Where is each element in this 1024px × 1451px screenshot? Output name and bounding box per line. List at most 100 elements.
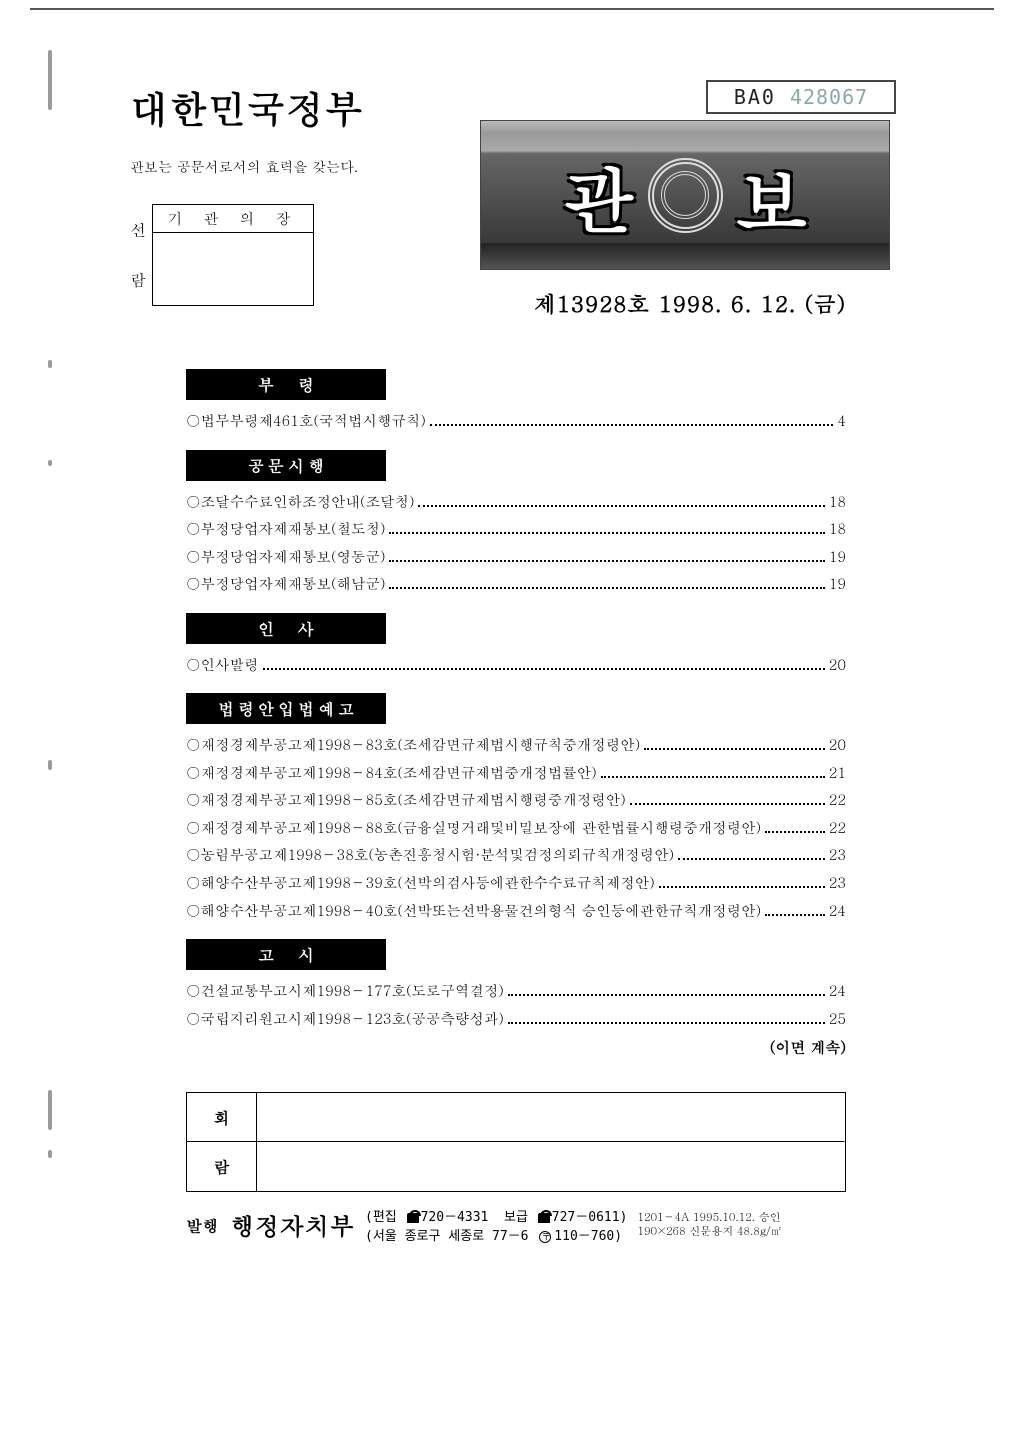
toc-page: 19 (829, 571, 846, 599)
toc-text: ○부정당업자제재통보(철도청) (186, 516, 385, 544)
section-tab: 고시 (186, 939, 386, 970)
toc-line: ○재정경제부공고제1998－83호(조세감면규제법시행규칙중개정령안)20 (186, 732, 846, 760)
toc-line: ○농림부공고제1998－38호(농촌진흥청시험·분석및검정의뢰규칙개정령안) 23 (186, 842, 846, 870)
circulation-row-2 (257, 1142, 845, 1191)
toc-leader-dots (508, 985, 825, 997)
toc-line: ○재정경제부공고제1998－84호(조세감면규제법중개정법률안) 21 (186, 760, 846, 788)
toc-leader-dots (389, 523, 824, 535)
toc-text: ○농림부공고제1998－38호(농촌진흥청시험·분석및검정의뢰규칙개정령안) (186, 842, 674, 870)
approval-box: 선 람 기 관 의 장 (130, 204, 430, 306)
toc-page: 24 (829, 978, 846, 1006)
approval-box-top-char: 선 (130, 218, 146, 241)
postal-code: 110－760 (554, 1229, 614, 1244)
banner-char-left: 관 (562, 143, 636, 248)
dist-label: 보급 (504, 1210, 528, 1225)
masthead: 대한민국정부 관보는 공문서로서의 효력을 갖는다. 선 람 기 관 의 장 B… (130, 80, 900, 319)
toc-leader-dots (659, 876, 825, 888)
approval-box-blank (153, 233, 313, 305)
masthead-left: 대한민국정부 관보는 공문서로서의 효력을 갖는다. 선 람 기 관 의 장 (130, 80, 430, 306)
toc-line: ○부정당업자제재통보(해남군) 19 (186, 571, 846, 599)
toc-line: ○건설교통부고시제1998－177호(도로구역결정)24 (186, 978, 846, 1006)
toc-line: ○해양수산부공고제1998－40호(선박또는선박용물건의형식 승인등에관한규칙개… (186, 898, 846, 926)
binder-artifacts (40, 40, 70, 1410)
toc-page: 4 (837, 408, 846, 436)
toc-text: ○부정당업자제재통보(영동군) (186, 544, 385, 572)
toc-text: ○재정경제부공고제1998－85호(조세감면규제법시행령중개정령안) (186, 787, 626, 815)
toc-leader-dots (601, 766, 825, 778)
toc-page: 22 (829, 787, 846, 815)
toc-page: 19 (829, 544, 846, 572)
toc-line: ○법무부령제461호(국적법시행규칙) 4 (186, 408, 846, 436)
approval-box-bottom-char: 람 (130, 268, 146, 291)
banner-char-right: 보 (735, 143, 809, 248)
publisher-label: 발행 (186, 1214, 218, 1237)
toc-page: 18 (829, 489, 846, 517)
toc-leader-dots (508, 1012, 825, 1024)
toc-text: ○재정경제부공고제1998－88호(금융실명거래및비밀보장에 관한법률시행령중개… (186, 815, 761, 843)
toc-text: ○법무부령제461호(국적법시행규칙) (186, 408, 426, 436)
toc-line: ○재정경제부공고제1998－88호(금융실명거래및비밀보장에 관한법률시행령중개… (186, 815, 846, 843)
banner-seal-icon (648, 158, 723, 233)
section-tab: 법령안입법예고 (186, 693, 386, 724)
toc-leader-dots (644, 739, 824, 751)
circulation-row-1 (257, 1093, 845, 1142)
approval-box-header: 기 관 의 장 (153, 205, 313, 233)
archive-stamp-number: 428067 (790, 85, 868, 109)
phone-icon (538, 1213, 550, 1223)
toc-page: 22 (829, 815, 846, 843)
toc-line: ○조달수수료인하조정안내(조달청) 18 (186, 489, 846, 517)
issue-number-date: 제13928호 1998. 6. 12. (금) (480, 288, 900, 319)
edit-label: 편집 (373, 1210, 397, 1225)
toc-page: 18 (829, 516, 846, 544)
gazette-subtitle: 관보는 공문서로서의 효력을 갖는다. (130, 156, 430, 176)
toc-line: ○부정당업자제재통보(영동군) 19 (186, 544, 846, 572)
masthead-right: BA0 428067 관 보 제13928호 1998. 6. 12. (금) (480, 80, 900, 319)
toc-line: ○재정경제부공고제1998－85호(조세감면규제법시행령중개정령안) 22 (186, 787, 846, 815)
publisher-address: 서울 종로구 세종로 77－6 (373, 1229, 529, 1244)
toc-page: 20 (829, 652, 846, 680)
circulation-label-1: 회 (187, 1093, 257, 1142)
toc-leader-dots (263, 658, 825, 670)
section-tab: 인사 (186, 613, 386, 644)
toc-leader-dots (418, 495, 824, 507)
postal-icon (539, 1231, 551, 1243)
dist-tel: 727－0611 (552, 1210, 620, 1225)
toc-text: ○해양수산부공고제1998－39호(선박의검사등에관한수수료규칙제정안) (186, 870, 655, 898)
section-tab: 부령 (186, 369, 386, 400)
toc-text: ○조달수수료인하조정안내(조달청) (186, 489, 414, 517)
imprint-footer: 발행 행정자치부 (편집 720－4331 보급 727－0611) (서울 종… (186, 1206, 846, 1244)
toc-leader-dots (430, 414, 834, 426)
toc-leader-dots (630, 794, 825, 806)
continued-note: (이면 계속) (186, 1037, 846, 1058)
toc-page: 23 (829, 842, 846, 870)
toc-line: ○해양수산부공고제1998－39호(선박의검사등에관한수수료규칙제정안) 23 (186, 870, 846, 898)
contact-block: (편집 720－4331 보급 727－0611) (서울 종로구 세종로 77… (365, 1206, 627, 1244)
print-meta: 1201－4A 1995.10.12. 승인 190×268 신문용지 48.8… (637, 1211, 781, 1240)
publisher-name: 행정자치부 (230, 1208, 355, 1242)
gazette-title: 대한민국정부 (130, 80, 430, 134)
scan-artifact-line (30, 8, 994, 10)
edit-tel: 720－4331 (421, 1210, 489, 1225)
toc-text: ○재정경제부공고제1998－84호(조세감면규제법중개정법률안) (186, 760, 597, 788)
toc-page: 23 (829, 870, 846, 898)
toc-page: 21 (829, 760, 846, 788)
circulation-label-2: 람 (187, 1142, 257, 1191)
toc-line: ○부정당업자제재통보(철도청) 18 (186, 516, 846, 544)
archive-stamp: BA0 428067 (706, 80, 896, 114)
page-region: 대한민국정부 관보는 공문서로서의 효력을 갖는다. 선 람 기 관 의 장 B… (130, 80, 900, 1244)
toc-leader-dots (765, 904, 825, 916)
print-meta-line1: 1201－4A 1995.10.12. 승인 (637, 1210, 780, 1225)
toc-page: 24 (829, 898, 846, 926)
print-meta-line2: 190×268 신문용지 48.8g/㎡ (637, 1224, 781, 1239)
gazette-banner: 관 보 (480, 120, 890, 270)
toc-leader-dots (389, 578, 824, 590)
toc-leader-dots (678, 849, 825, 861)
toc-text: ○부정당업자제재통보(해남군) (186, 571, 385, 599)
toc-line: ○국립지리원고시제1998－123호(공공측량성과)25 (186, 1006, 846, 1034)
phone-icon (407, 1213, 419, 1223)
toc-text: ○해양수산부공고제1998－40호(선박또는선박용물건의형식 승인등에관한규칙개… (186, 898, 761, 926)
toc-line: ○인사발령20 (186, 652, 846, 680)
circulation-box: 회 람 (186, 1092, 846, 1192)
toc-text: ○국립지리원고시제1998－123호(공공측량성과) (186, 1006, 504, 1034)
toc-text: ○재정경제부공고제1998－83호(조세감면규제법시행규칙중개정령안) (186, 732, 640, 760)
